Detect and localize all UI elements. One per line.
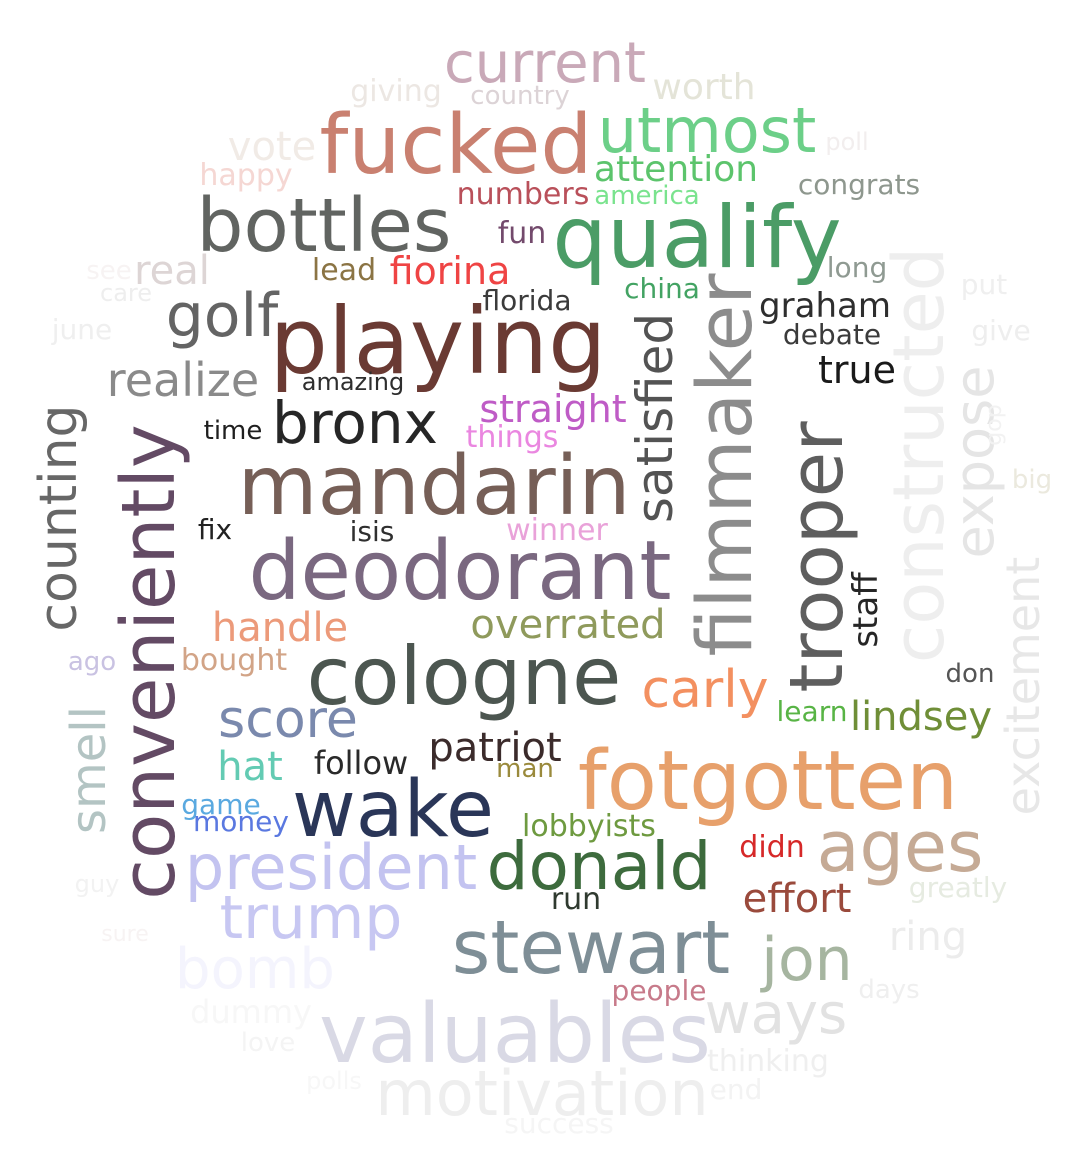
word-june: june	[51, 313, 113, 346]
word-score: score	[218, 690, 358, 750]
word-trooper: trooper	[774, 421, 860, 693]
word-congrats: congrats	[797, 168, 921, 201]
word-effort: effort	[742, 876, 852, 922]
word-fix: fix	[197, 513, 233, 546]
word-big: big	[1011, 465, 1053, 495]
word-ago: ago	[67, 647, 117, 677]
word-ring: ring	[888, 914, 968, 960]
word-playing: playing	[269, 288, 607, 395]
word-dummy: dummy	[190, 993, 312, 1031]
word-love: love	[240, 1028, 296, 1058]
word-hat: hat	[217, 744, 283, 790]
word-winner: winner	[506, 513, 608, 548]
word-donald: donald	[486, 828, 712, 905]
word-excitement: excitement	[996, 556, 1050, 816]
word-florida: florida	[482, 284, 572, 317]
word-care: care	[99, 279, 153, 307]
word-straight: straight	[479, 387, 627, 431]
word-lindsey: lindsey	[849, 694, 993, 740]
word-motivation: motivation	[375, 1057, 709, 1130]
word-realize: realize	[106, 353, 260, 407]
word-people: people	[611, 974, 707, 1007]
word-run: run	[550, 882, 602, 917]
word-gop: gop	[982, 404, 1007, 446]
word-america: america	[594, 181, 700, 211]
word-days: days	[858, 975, 920, 1005]
word-fotgotten: fotgotten	[577, 734, 959, 829]
word-put: put	[960, 268, 1008, 301]
word-polls: polls	[306, 1067, 362, 1095]
word-vote: vote	[227, 124, 317, 170]
word-handle: handle	[211, 605, 349, 651]
word-debate: debate	[782, 318, 882, 351]
word-didn: didn	[739, 830, 805, 865]
word-long: long	[826, 251, 888, 284]
word-greatly: greatly	[908, 871, 1008, 904]
word-true: true	[818, 348, 896, 392]
word-current: current	[443, 31, 647, 96]
word-china: china	[624, 272, 700, 305]
word-qualify: qualify	[552, 188, 842, 288]
word-poll: poll	[825, 128, 869, 156]
word-patriot: patriot	[428, 725, 562, 771]
word-attention: attention	[593, 149, 759, 190]
word-bomb: bomb	[175, 937, 335, 1002]
word-counting: counting	[29, 404, 89, 632]
word-carly: carly	[641, 660, 769, 720]
word-expose: expose	[943, 365, 1006, 559]
word-giving: giving	[350, 74, 442, 109]
word-time: time	[203, 416, 263, 446]
word-mandarin: mandarin	[237, 439, 631, 534]
word-don: don	[945, 659, 995, 689]
word-ages: ages	[816, 806, 984, 888]
word-fun: fun	[497, 216, 547, 251]
word-golf: golf	[165, 281, 279, 351]
word-fiorina: fiorina	[389, 249, 511, 293]
word-bought: bought	[180, 643, 288, 678]
word-country: country	[470, 81, 570, 111]
word-thinking: thinking	[707, 1044, 829, 1079]
word-sure: sure	[101, 922, 149, 947]
word-isis: isis	[349, 515, 395, 548]
word-stewart: stewart	[451, 905, 731, 991]
word-president: president	[184, 831, 478, 904]
word-man: man	[496, 754, 554, 784]
word-ways: ways	[704, 982, 848, 1047]
word-follow: follow	[313, 744, 409, 782]
word-happy: happy	[199, 158, 293, 193]
word-satisfied: satisfied	[626, 312, 684, 524]
word-money: money	[193, 805, 289, 838]
word-graham: graham	[759, 286, 891, 326]
word-bottles: bottles	[196, 183, 452, 269]
word-cologne: cologne	[306, 630, 622, 723]
word-end: end	[709, 1073, 763, 1106]
word-jon: jon	[761, 925, 853, 995]
word-deodorant: deodorant	[248, 524, 672, 619]
word-staff: staff	[846, 572, 886, 648]
word-lead: lead	[311, 253, 377, 288]
word-numbers: numbers	[456, 177, 590, 212]
word-things: things	[465, 420, 559, 455]
word-fucked: fucked	[319, 98, 593, 193]
word-learn: learn	[776, 695, 848, 728]
word-give: give	[971, 314, 1031, 347]
word-success: success	[504, 1107, 614, 1140]
word-filmmaker: filmmaker	[680, 273, 769, 657]
word-trump: trump	[219, 883, 403, 953]
word-lobbyists: lobbyists	[522, 809, 656, 844]
word-real: real	[134, 248, 210, 294]
word-guy: guy	[74, 870, 120, 898]
word-game: game	[181, 788, 261, 821]
word-conveniently: conveniently	[106, 424, 192, 900]
word-overrated: overrated	[470, 602, 666, 648]
word-smell: smell	[61, 706, 117, 834]
word-valuables: valuables	[319, 987, 711, 1082]
word-see: see	[86, 256, 132, 286]
word-utmost: utmost	[597, 94, 817, 167]
word-worth: worth	[652, 67, 756, 108]
word-amazing: amazing	[301, 368, 405, 396]
word-wake: wake	[292, 765, 494, 855]
word-bronx: bronx	[272, 389, 438, 457]
